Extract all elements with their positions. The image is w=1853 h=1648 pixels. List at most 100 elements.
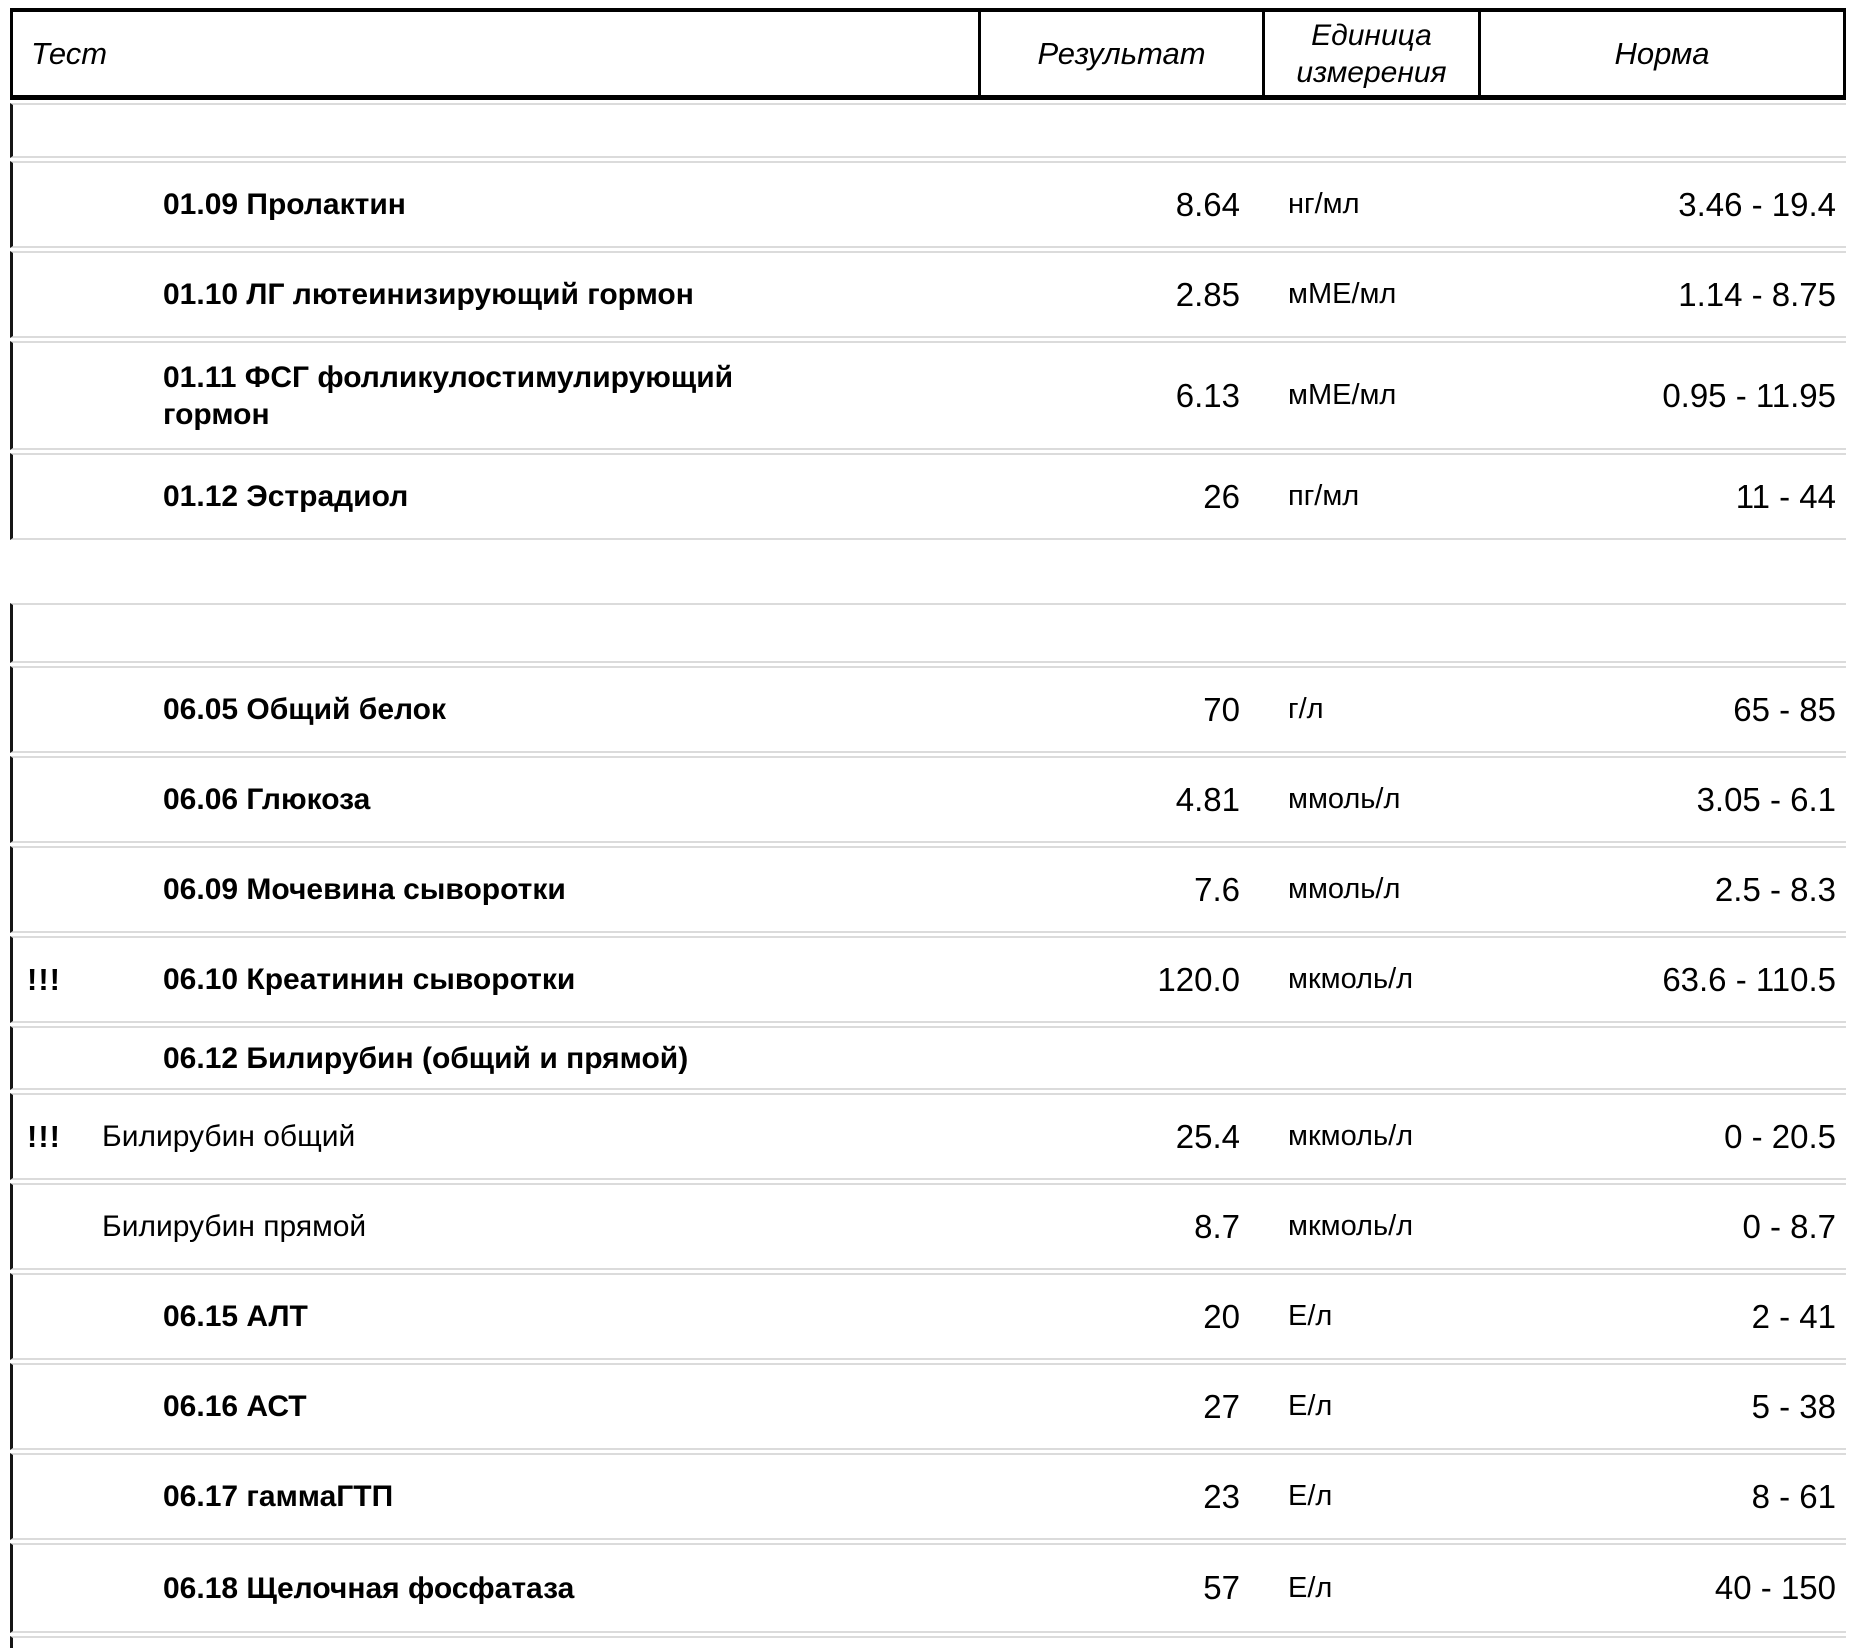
unit-value: г/л bbox=[1288, 693, 1324, 725]
test-name: 06.05 Общий белок bbox=[95, 691, 865, 728]
test-name: 06.18 Щелочная фосфатаза bbox=[95, 1570, 865, 1607]
result-value: 70 bbox=[1203, 690, 1240, 728]
unit-value: Е/л bbox=[1288, 1300, 1333, 1332]
result-value: 4.81 bbox=[1175, 780, 1240, 818]
unit-value: ммоль/л bbox=[1288, 783, 1401, 815]
table-body: 01.09 Пролактин 8.64 нг/мл 3.46 - 19.4 01.10… bbox=[10, 103, 1846, 1648]
result-value: 27 bbox=[1203, 1387, 1240, 1425]
result-value: 7.6 bbox=[1194, 870, 1240, 908]
table-row: 06.16 АСТ 27 Е/л 5 - 38 bbox=[10, 1363, 1846, 1450]
table-row: !!! 06.10 Креатинин сыворотки 120.0 мкмоль/… bbox=[10, 936, 1846, 1023]
column-header-test: Тест bbox=[31, 36, 108, 71]
test-name: 06.10 Креатинин сыворотки bbox=[95, 961, 865, 998]
result-value: 6.13 bbox=[1175, 376, 1240, 414]
test-name: 06.06 Глюкоза bbox=[95, 781, 865, 818]
norm-range: 65 - 85 bbox=[1733, 690, 1836, 728]
test-name-text: Билирубин прямой bbox=[102, 1210, 367, 1243]
test-name-text: 06.06 Глюкоза bbox=[163, 783, 371, 816]
test-name-text: 06.10 Креатинин сыворотки bbox=[163, 963, 576, 996]
norm-range: 2 - 41 bbox=[1751, 1297, 1836, 1335]
test-name-text: 06.05 Общий белок bbox=[163, 693, 447, 726]
table-header: Тест Результат Единица измерения Норма bbox=[10, 8, 1846, 100]
unit-value: Е/л bbox=[1288, 1571, 1333, 1604]
empty-row bbox=[10, 103, 1846, 158]
norm-range: 0.95 - 11.95 bbox=[1662, 376, 1836, 414]
table-row: 06.18 Щелочная фосфатаза 57 Е/л 40 - 150 bbox=[10, 1543, 1846, 1633]
norm-range: 5 - 38 bbox=[1751, 1387, 1836, 1425]
table-row: !!! Билирубин общий 25.4 мкмоль/л 0 - 20.5 bbox=[10, 1093, 1846, 1180]
table-row: 06.17 гаммаГТП 23 Е/л 8 - 61 bbox=[10, 1453, 1846, 1540]
table-row: 01.11 ФСГ фолликулостимулирующий гормон 6… bbox=[10, 341, 1846, 450]
test-name: 06.16 АСТ bbox=[95, 1388, 865, 1425]
column-header-result: Результат bbox=[978, 12, 1262, 95]
table-row: 01.09 Пролактин 8.64 нг/мл 3.46 - 19.4 bbox=[10, 161, 1846, 248]
result-value: 20 bbox=[1203, 1297, 1240, 1335]
norm-range: 8 - 61 bbox=[1751, 1477, 1836, 1515]
table-row: 06.09 Мочевина сыворотки 7.6 ммоль/л 2.5 - … bbox=[10, 846, 1846, 933]
test-name-text: 06.16 АСТ bbox=[163, 1390, 307, 1423]
test-name-text: Билирубин общий bbox=[102, 1120, 356, 1153]
norm-range: 3.46 - 19.4 bbox=[1678, 185, 1836, 223]
test-name: 06.09 Мочевина сыворотки bbox=[95, 871, 865, 908]
abnormal-flag-marker: !!! bbox=[27, 961, 61, 997]
test-name: Билирубин прямой bbox=[95, 1208, 865, 1245]
table-row: 06.06 Глюкоза 4.81 ммоль/л 3.05 - 6.1 bbox=[10, 756, 1846, 843]
empty-row bbox=[10, 603, 1846, 663]
test-name-text: 06.12 Билирубин (общий и прямой) bbox=[163, 1041, 689, 1075]
result-value: 120.0 bbox=[1157, 960, 1240, 998]
table-row: 06.05 Общий белок 70 г/л 65 - 85 bbox=[10, 666, 1846, 753]
unit-value: пг/мл bbox=[1288, 480, 1360, 512]
result-value: 25.4 bbox=[1175, 1117, 1240, 1155]
test-name-text: 01.09 Пролактин bbox=[163, 188, 406, 221]
column-header-unit: Единица измерения bbox=[1262, 12, 1478, 95]
empty-row bbox=[10, 1636, 1846, 1648]
unit-value: мМЕ/мл bbox=[1288, 278, 1397, 310]
result-value: 23 bbox=[1203, 1477, 1240, 1515]
test-name-text: 06.18 Щелочная фосфатаза bbox=[163, 1571, 575, 1605]
unit-value: Е/л bbox=[1288, 1480, 1333, 1512]
test-name: 06.12 Билирубин (общий и прямой) bbox=[95, 1040, 865, 1077]
test-name: 01.11 ФСГ фолликулостимулирующий гормон bbox=[95, 359, 865, 433]
norm-range: 1.14 - 8.75 bbox=[1678, 275, 1836, 313]
test-name: 01.12 Эстрадиол bbox=[95, 478, 865, 515]
unit-value: мМЕ/мл bbox=[1288, 379, 1397, 411]
table-row: 06.15 АЛТ 20 Е/л 2 - 41 bbox=[10, 1273, 1846, 1360]
test-name: 06.15 АЛТ bbox=[95, 1298, 865, 1335]
section-gap bbox=[10, 543, 1846, 603]
norm-range: 40 - 150 bbox=[1714, 1569, 1836, 1606]
norm-range: 2.5 - 8.3 bbox=[1714, 870, 1836, 908]
unit-value: ммоль/л bbox=[1288, 873, 1401, 905]
unit-value: мкмоль/л bbox=[1288, 1120, 1414, 1152]
norm-range: 3.05 - 6.1 bbox=[1696, 780, 1836, 818]
result-value: 57 bbox=[1203, 1569, 1240, 1606]
table-row: 01.12 Эстрадиол 26 пг/мл 11 - 44 bbox=[10, 453, 1846, 540]
test-name: 01.10 ЛГ лютеинизирующий гормон bbox=[95, 276, 865, 313]
test-name-text: 01.10 ЛГ лютеинизирующий гормон bbox=[163, 278, 694, 311]
test-name: 06.17 гаммаГТП bbox=[95, 1478, 865, 1515]
test-name-text: 06.15 АЛТ bbox=[163, 1300, 308, 1333]
norm-range: 63.6 - 110.5 bbox=[1662, 960, 1836, 998]
test-name-text: 06.17 гаммаГТП bbox=[163, 1480, 394, 1513]
result-value: 26 bbox=[1203, 477, 1240, 515]
unit-value: мкмоль/л bbox=[1288, 1210, 1414, 1242]
table-row: 06.12 Билирубин (общий и прямой) bbox=[10, 1026, 1846, 1090]
table-row: 01.10 ЛГ лютеинизирующий гормон 2.85 мМЕ/м… bbox=[10, 251, 1846, 338]
norm-range: 0 - 8.7 bbox=[1742, 1207, 1836, 1245]
test-name: 01.09 Пролактин bbox=[95, 186, 865, 223]
test-name: Билирубин общий bbox=[95, 1118, 865, 1155]
abnormal-flag-marker: !!! bbox=[27, 1118, 61, 1154]
test-name-text: 01.12 Эстрадиол bbox=[163, 480, 409, 513]
unit-value: нг/мл bbox=[1288, 188, 1360, 220]
norm-range: 0 - 20.5 bbox=[1724, 1117, 1836, 1155]
norm-range: 11 - 44 bbox=[1735, 477, 1836, 515]
column-header-norm: Норма bbox=[1478, 12, 1843, 95]
unit-value: мкмоль/л bbox=[1288, 963, 1414, 995]
unit-value: Е/л bbox=[1288, 1390, 1333, 1422]
result-value: 8.64 bbox=[1175, 185, 1240, 223]
table-row: Билирубин прямой 8.7 мкмоль/л 0 - 8.7 bbox=[10, 1183, 1846, 1270]
result-value: 2.85 bbox=[1175, 275, 1240, 313]
test-name-text: 01.11 ФСГ фолликулостимулирующий гормон bbox=[163, 360, 734, 431]
result-value: 8.7 bbox=[1194, 1207, 1240, 1245]
test-name-text: 06.09 Мочевина сыворотки bbox=[163, 873, 566, 906]
